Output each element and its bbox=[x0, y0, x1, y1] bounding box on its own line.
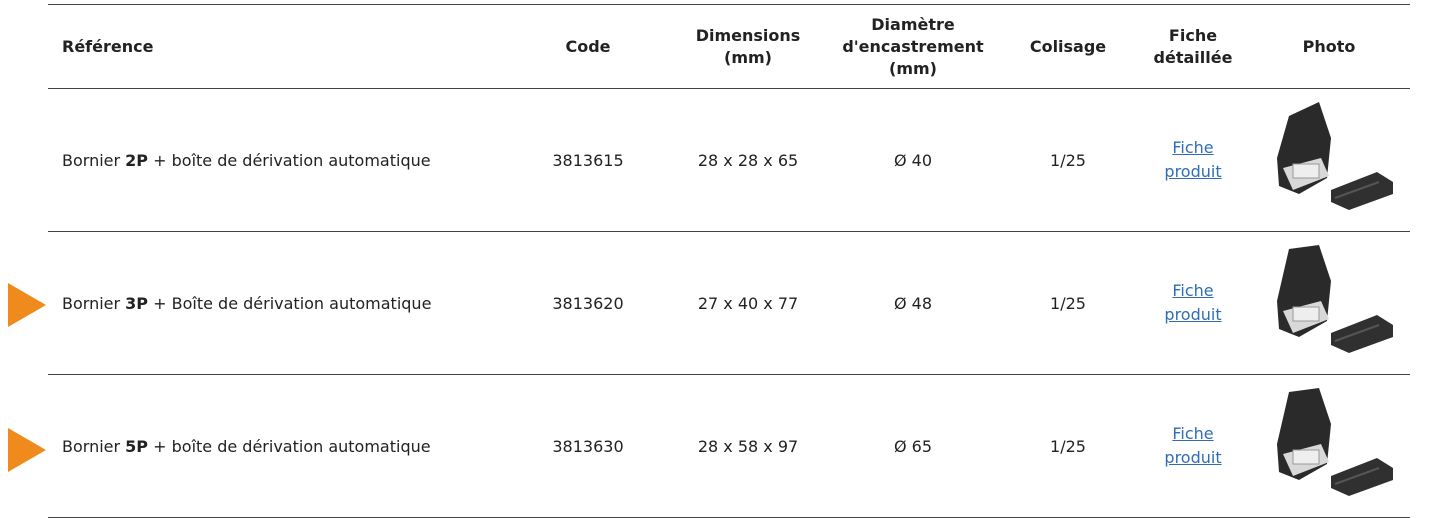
column-header: Photo bbox=[1248, 4, 1410, 89]
product-row: Bornier 3P + Boîte de dérivation automat… bbox=[48, 231, 1410, 375]
link-cell: Fiche produit bbox=[1138, 374, 1248, 518]
reference-cell: Bornier 5P + boîte de dérivation automat… bbox=[48, 374, 508, 518]
product-link[interactable]: Fiche produit bbox=[1164, 138, 1222, 181]
reference-text: + Boîte de dérivation automatique bbox=[153, 293, 432, 313]
reference-cell: Bornier 2P + boîte de dérivation automat… bbox=[48, 88, 508, 232]
table-body: Bornier 2P + boîte de dérivation automat… bbox=[48, 88, 1410, 518]
reference-text: + boîte de dérivation automatique bbox=[153, 436, 431, 456]
packing-cell: 1/25 bbox=[998, 374, 1138, 518]
product-link[interactable]: Fiche produit bbox=[1164, 424, 1222, 467]
diameter-cell: Ø 48 bbox=[828, 231, 998, 375]
photo-cell bbox=[1248, 374, 1410, 518]
dimensions-cell: 27 x 40 x 77 bbox=[668, 231, 828, 375]
code-cell: 3813630 bbox=[508, 374, 668, 518]
page: Référence Code Dimensions (mm) Diamètre d'e… bbox=[8, 4, 1410, 518]
reference-poles: 2P bbox=[125, 150, 149, 170]
packing-cell: 1/25 bbox=[998, 231, 1138, 375]
link-cell: Fiche produit bbox=[1138, 88, 1248, 232]
reference-poles: 3P bbox=[125, 293, 149, 313]
reference-poles: 5P bbox=[125, 436, 149, 456]
arrow-marker bbox=[8, 428, 46, 472]
product-table: Référence Code Dimensions (mm) Diamètre d'e… bbox=[48, 4, 1410, 518]
product-photo bbox=[1277, 102, 1393, 210]
product-link[interactable]: Fiche produit bbox=[1164, 281, 1222, 324]
reference-text: + boîte de dérivation automatique bbox=[153, 150, 431, 170]
reference-text: Bornier bbox=[62, 293, 121, 313]
dimensions-cell: 28 x 58 x 97 bbox=[668, 374, 828, 518]
arrow-marker bbox=[8, 283, 46, 327]
product-photo bbox=[1277, 388, 1393, 496]
column-header: Fiche détaillée bbox=[1138, 4, 1248, 89]
reference-text: Bornier bbox=[62, 436, 121, 456]
diameter-cell: Ø 65 bbox=[828, 374, 998, 518]
column-header: Diamètre d'encastrement (mm) bbox=[828, 4, 998, 89]
dimensions-cell: 28 x 28 x 65 bbox=[668, 88, 828, 232]
column-header: Référence bbox=[48, 4, 508, 89]
product-photo bbox=[1277, 245, 1393, 353]
reference-text: Bornier bbox=[62, 150, 121, 170]
code-cell: 3813615 bbox=[508, 88, 668, 232]
column-header: Colisage bbox=[998, 4, 1138, 89]
photo-cell bbox=[1248, 231, 1410, 375]
packing-cell: 1/25 bbox=[998, 88, 1138, 232]
header-row: Référence Code Dimensions (mm) Diamètre d'e… bbox=[48, 4, 1410, 89]
column-header: Dimensions (mm) bbox=[668, 4, 828, 89]
reference-cell: Bornier 3P + Boîte de dérivation automat… bbox=[48, 231, 508, 375]
column-header: Code bbox=[508, 4, 668, 89]
link-cell: Fiche produit bbox=[1138, 231, 1248, 375]
product-row: Bornier 2P + boîte de dérivation automat… bbox=[48, 88, 1410, 232]
photo-cell bbox=[1248, 88, 1410, 232]
code-cell: 3813620 bbox=[508, 231, 668, 375]
product-row: Bornier 5P + boîte de dérivation automat… bbox=[48, 374, 1410, 518]
diameter-cell: Ø 40 bbox=[828, 88, 998, 232]
